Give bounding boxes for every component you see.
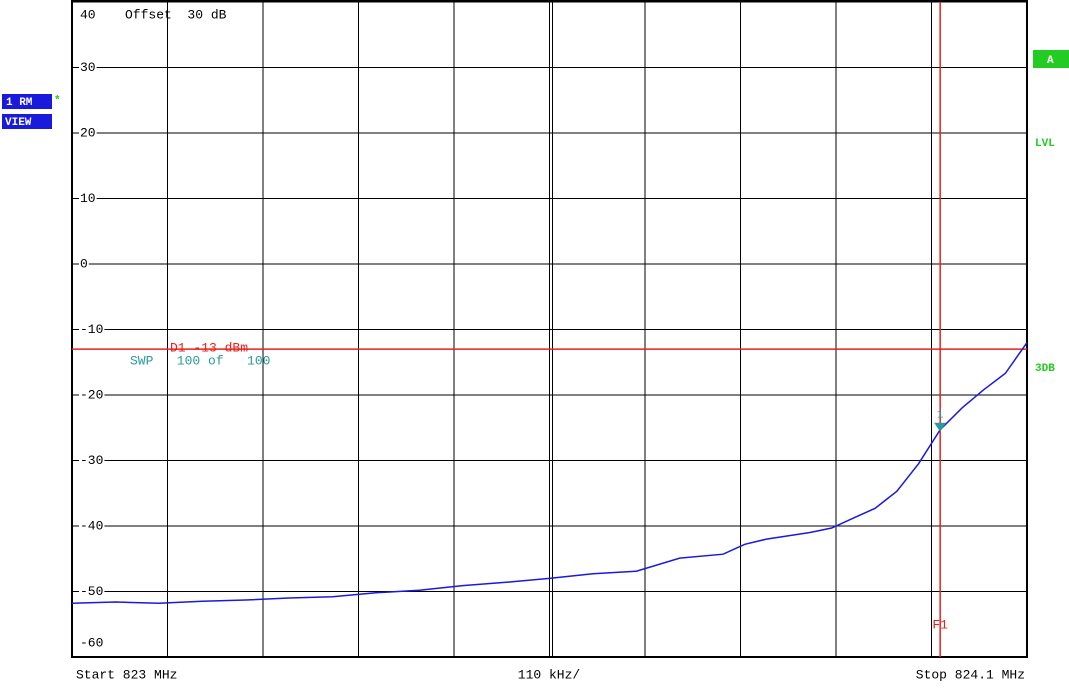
3db-label: 3DB: [1035, 363, 1055, 375]
division-label: 110 kHz/: [518, 667, 581, 682]
marker: [934, 422, 947, 432]
tick-label-bg: [79, 190, 97, 206]
y-tick-label: -60: [80, 635, 103, 650]
view-badge: [2, 114, 52, 129]
tick-label-bg: [79, 125, 97, 141]
x-tick-label: Stop 824.1 MHz: [916, 667, 1025, 682]
sweep-label: SWP 100 of 100: [130, 353, 270, 368]
tick-label-bg: [79, 518, 105, 534]
y-tick-label: -30: [80, 453, 103, 468]
tick-label-bg: [79, 387, 105, 403]
x-tick-label: Start 823 MHz: [76, 667, 177, 682]
trace: [71, 342, 1028, 605]
tick-label-bg: [79, 583, 105, 599]
lvl-label: LVL: [1035, 138, 1055, 150]
reference-label: D1 -13 dBm: [170, 341, 248, 356]
y-tick-label: -20: [80, 387, 103, 402]
a-badge: [1033, 50, 1069, 68]
y-tick-label: -50: [80, 584, 103, 599]
y-tick-label: 0: [80, 256, 88, 271]
y-tick-label: 20: [80, 125, 96, 140]
tick-label-bg: [79, 321, 105, 337]
offset-label: Offset 30 dB: [125, 7, 227, 22]
y-tick-label: -40: [80, 518, 103, 533]
tick-label-bg: [79, 59, 97, 75]
frequency-label: F1: [932, 617, 948, 632]
tick-label-bg: [79, 452, 105, 468]
y-tick-label: -10: [80, 322, 103, 337]
a-label: A: [1047, 55, 1054, 67]
trace-label: 1 RM: [6, 97, 33, 109]
tick-label-bg: [79, 256, 89, 272]
marker-label: 1: [937, 410, 944, 422]
y-tick-label: 30: [80, 60, 96, 75]
trace-badge: [2, 94, 52, 109]
view-label: VIEW: [5, 117, 32, 129]
trace-star: *: [54, 95, 61, 107]
y-tick-label: 10: [80, 191, 96, 206]
y-tick-label: 40: [80, 7, 96, 22]
